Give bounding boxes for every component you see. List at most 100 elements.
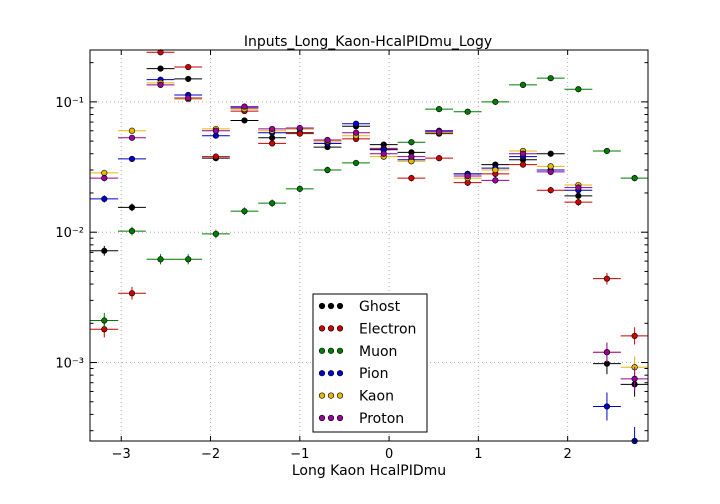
x-tick-label: 0 (385, 447, 393, 462)
legend-label: Ghost (359, 299, 401, 315)
data-point (157, 256, 164, 263)
legend-entry-proton: Proton (318, 411, 404, 427)
legend-marker (318, 392, 326, 399)
legend-entry-pion: Pion (318, 366, 388, 382)
data-point (492, 166, 499, 174)
data-point (464, 108, 471, 115)
data-point (157, 65, 164, 72)
legend-box (312, 293, 428, 433)
legend-label: Muon (359, 344, 397, 360)
plot-frame (89, 49, 649, 442)
data-series (90, 49, 648, 445)
legend-marker (327, 370, 335, 377)
legend-entry-electron: Electron (318, 321, 416, 337)
data-point (296, 185, 303, 192)
data-point (435, 128, 443, 135)
data-point (435, 106, 443, 113)
data-point (547, 150, 554, 157)
data-point (101, 195, 108, 203)
data-point (128, 204, 136, 211)
data-point (352, 159, 360, 167)
data-point (547, 168, 554, 176)
data-point (128, 134, 136, 141)
data-point (603, 403, 611, 410)
data-point (575, 86, 582, 93)
data-point (128, 155, 136, 163)
legend-marker (336, 414, 344, 422)
y-tick-label: 10⁻¹ (55, 96, 84, 111)
data-point (185, 94, 192, 102)
chart-title: Inputs_Long_Kaon-HcalPIDmu_Logy (244, 34, 492, 50)
data-point (492, 98, 499, 105)
data-point (185, 75, 192, 83)
legend-marker (327, 325, 335, 332)
legend-marker (336, 370, 344, 377)
data-point (603, 275, 611, 282)
data-point (631, 332, 638, 340)
data-point (603, 349, 611, 356)
data-point (547, 187, 554, 194)
legend-label: Pion (359, 366, 388, 382)
data-point (241, 103, 248, 110)
y-tick-label: 10⁻² (55, 226, 84, 241)
x-tick-label: −1 (290, 447, 309, 462)
data-point (352, 120, 360, 127)
data-point (269, 134, 276, 141)
data-point (101, 247, 108, 254)
legend-entry-muon: Muon (318, 344, 397, 360)
data-point (519, 150, 527, 157)
data-point (575, 192, 582, 199)
x-axis-label: Long Kaon HcalPIDmu (292, 463, 446, 479)
data-point (241, 208, 248, 215)
data-point (101, 317, 108, 324)
legend-marker (327, 302, 335, 310)
data-point (631, 175, 638, 182)
legend-marker (318, 302, 326, 310)
data-point (631, 375, 638, 382)
data-point (128, 127, 136, 134)
x-tick-label: −3 (112, 447, 131, 462)
data-point (435, 155, 443, 162)
data-point (519, 161, 527, 168)
data-point (464, 172, 471, 180)
data-point (212, 153, 219, 160)
data-point (269, 125, 276, 133)
data-point (269, 140, 276, 147)
series-muon (90, 75, 648, 329)
data-point (408, 175, 415, 182)
data-point (547, 163, 554, 170)
data-point (380, 150, 387, 157)
legend-label: Proton (359, 411, 404, 427)
legend-marker (327, 414, 335, 422)
data-point (575, 199, 582, 206)
data-point (241, 117, 248, 124)
legend-marker (327, 347, 335, 354)
legend-entry-kaon: Kaon (318, 389, 394, 405)
data-point (324, 136, 331, 144)
y-tick-label: 10⁻³ (55, 357, 84, 372)
data-point (212, 127, 219, 134)
data-point (575, 184, 582, 191)
legend-marker (336, 392, 344, 399)
data-point (128, 290, 136, 297)
data-point (519, 81, 527, 88)
legend-marker (318, 370, 326, 377)
legend: Ghost Electron Muon Pion Kaon Proton (312, 293, 428, 433)
legend-label: Kaon (359, 389, 394, 405)
legend-marker (318, 325, 326, 332)
axis-ticks: −3 −2 −1 0 1 2 10⁻³ 10⁻² 10⁻¹ (55, 50, 648, 462)
data-point (101, 175, 108, 182)
data-point (185, 63, 192, 71)
legend-marker (336, 302, 344, 310)
legend-marker (318, 347, 326, 354)
data-point (408, 139, 415, 146)
legend-marker (318, 414, 326, 422)
data-point (128, 227, 136, 235)
legend-marker (336, 347, 344, 354)
legend-entry-ghost: Ghost (318, 299, 401, 315)
legend-marker (336, 325, 344, 332)
data-point (157, 81, 164, 88)
data-point (352, 129, 360, 136)
legend-marker (327, 392, 335, 399)
